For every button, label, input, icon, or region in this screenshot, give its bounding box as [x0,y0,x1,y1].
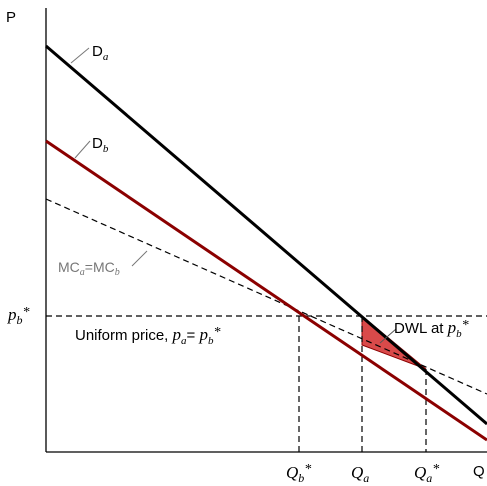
x-tick-qa-star: Qa* [414,462,439,485]
x-tick-qb-star: Qb* [286,462,311,485]
demand-a-line [45,44,487,426]
demand-a-leader [70,47,90,64]
y-axis-label: P [6,9,16,26]
demand-b-leader [74,140,91,159]
x-tick-qa: Qa [351,463,369,485]
marginal-cost-leader [131,250,148,267]
dwl-leader [379,328,397,344]
uniform-price-label: Uniform price, pa= pb* [75,325,220,347]
demand-b-line [45,139,487,442]
marginal-cost-label: MCa=MCb [58,259,120,278]
x-axis-label: Q [473,463,485,480]
marginal-cost-line [45,198,487,395]
demand-a-label: Da [92,43,109,63]
dwl-label: DWL at pb* [394,318,469,340]
y-tick-pb-star: pb* [7,305,30,327]
demand-b-label: Db [92,135,109,155]
